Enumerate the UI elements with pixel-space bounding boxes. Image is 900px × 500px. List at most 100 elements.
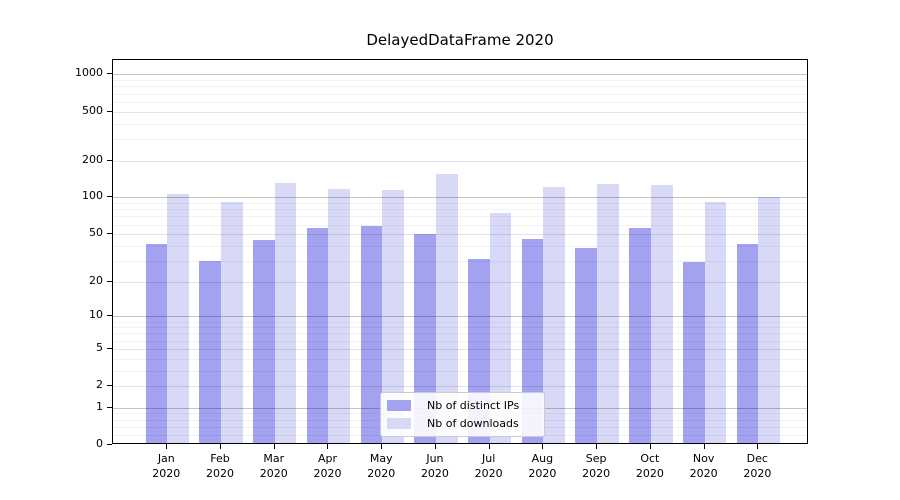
bar-distinct-ips-jun: [414, 234, 436, 443]
legend-entry-distinct-ips: Nb of distinct IPs: [387, 398, 544, 413]
gridline-mid-5: [113, 348, 807, 350]
gridline-minor-60: [113, 224, 807, 226]
x-axis-tick-label-feb: Feb 2020: [206, 452, 235, 480]
x-axis-tick-label-jul: Jul 2020: [474, 452, 503, 480]
bar-downloads-nov: [704, 201, 727, 443]
y-axis-tick-label-0: 0: [96, 437, 103, 450]
y-axis-tick-label-5: 5: [96, 340, 103, 354]
x-axis-tick-may: [381, 444, 383, 449]
x-axis-tick-label-may: May 2020: [367, 452, 396, 480]
bar-downloads-may: [382, 190, 404, 443]
gridline-minor-800: [113, 86, 807, 88]
bar-downloads-jun: [435, 174, 458, 443]
x-axis-tick-label-aug: Aug 2020: [528, 452, 557, 480]
gridline-minor-30: [113, 260, 807, 262]
gridline-minor-80: [113, 209, 807, 211]
gridline-major-100: [113, 197, 807, 199]
gridline-mid-200: [113, 160, 807, 162]
bar-distinct-ips-oct: [629, 228, 651, 443]
y-axis-tick-label-10: 10: [89, 308, 103, 322]
gridline-major-1000: [113, 74, 807, 76]
bar-downloads-mar: [274, 183, 297, 443]
bar-downloads-apr: [328, 189, 351, 443]
y-axis-tick-label-200: 200: [82, 152, 103, 166]
bar-downloads-sep: [597, 183, 619, 443]
x-axis-tick-apr: [327, 444, 329, 449]
x-axis-tick-jan: [166, 444, 168, 449]
bar-distinct-ips-apr: [306, 228, 329, 443]
x-axis-tick-nov: [703, 444, 705, 449]
gridline-minor-70: [113, 216, 807, 218]
bar-downloads-jan: [167, 194, 189, 443]
y-axis-tick-50: [107, 233, 112, 235]
legend-swatch-distinct-ips: [387, 400, 411, 411]
legend: Nb of distinct IPs Nb of downloads: [380, 392, 545, 437]
bar-distinct-ips-sep: [575, 247, 598, 443]
gridline-minor-700: [113, 93, 807, 95]
gridline-minor-600: [113, 101, 807, 103]
y-axis-tick-20: [107, 280, 112, 282]
gridline-major-10: [113, 316, 807, 318]
gridline-mid-500: [113, 111, 807, 113]
bar-downloads-dec: [758, 196, 781, 443]
x-axis-tick-label-nov: Nov 2020: [689, 452, 718, 480]
gridline-minor-9: [113, 321, 807, 323]
bar-downloads-aug: [543, 187, 566, 443]
x-axis-tick-label-dec: Dec 2020: [743, 452, 772, 480]
gridline-minor-7: [113, 333, 807, 335]
gridline-minor-400: [113, 123, 807, 125]
bar-downloads-jul: [489, 212, 512, 443]
x-axis-tick-feb: [220, 444, 222, 449]
x-axis-tick-mar: [273, 444, 275, 449]
x-axis-tick-jul: [488, 444, 490, 449]
gridline-minor-6: [113, 340, 807, 342]
gridline-minor-40: [113, 245, 807, 247]
y-axis-tick-label-100: 100: [82, 189, 103, 203]
x-axis-tick-label-oct: Oct 2020: [635, 452, 664, 480]
legend-label-distinct-ips: Nb of distinct IPs: [427, 399, 520, 412]
y-axis-tick-label-500: 500: [82, 103, 103, 117]
legend-swatch-downloads: [387, 418, 411, 429]
y-axis-tick-label-20: 20: [89, 273, 103, 287]
gridline-minor-900: [113, 80, 807, 82]
y-axis-tick-5: [107, 347, 112, 349]
x-axis-tick-label-mar: Mar 2020: [259, 452, 288, 480]
legend-label-downloads: Nb of downloads: [427, 417, 519, 430]
y-axis-tick-label-50: 50: [89, 226, 103, 240]
bar-distinct-ips-nov: [682, 262, 705, 443]
x-axis-tick-dec: [757, 444, 759, 449]
bar-distinct-ips-jan: [145, 243, 168, 443]
gridline-minor-3: [113, 370, 807, 372]
bar-distinct-ips-may: [360, 226, 383, 443]
x-axis-tick-label-jun: Jun 2020: [420, 452, 449, 480]
plot-area: [112, 59, 808, 444]
y-axis-tick-0: [107, 444, 112, 445]
y-axis-tick-2: [107, 385, 112, 387]
gridline-minor-8: [113, 327, 807, 329]
gridline-minor-90: [113, 203, 807, 205]
x-axis-tick-aug: [542, 444, 544, 449]
y-axis-tick-1: [107, 406, 112, 408]
gridline-mid-2: [113, 386, 807, 388]
bar-downloads-feb: [221, 201, 243, 443]
y-axis-tick-label-2: 2: [96, 378, 103, 392]
bar-distinct-ips-dec: [736, 243, 759, 443]
gridline-mid-50: [113, 234, 807, 236]
y-axis-tick-label-1000: 1000: [75, 66, 103, 80]
x-axis-tick-label-jan: Jan 2020: [152, 452, 181, 480]
x-axis-tick-label-sep: Sep 2020: [582, 452, 611, 480]
bar-distinct-ips-feb: [199, 260, 222, 443]
bar-downloads-oct: [650, 185, 673, 443]
gridline-mid-20: [113, 281, 807, 283]
bar-distinct-ips-aug: [521, 238, 544, 443]
gridline-minor-4: [113, 358, 807, 360]
y-axis-tick-500: [107, 110, 112, 112]
x-axis-tick-oct: [649, 444, 651, 449]
y-axis-tick-100: [107, 196, 112, 198]
bar-distinct-ips-mar: [253, 240, 275, 443]
y-axis-tick-10: [107, 315, 112, 317]
legend-entry-downloads: Nb of downloads: [387, 416, 544, 431]
x-axis-tick-jun: [434, 444, 436, 449]
y-axis-tick-1000: [107, 73, 112, 75]
